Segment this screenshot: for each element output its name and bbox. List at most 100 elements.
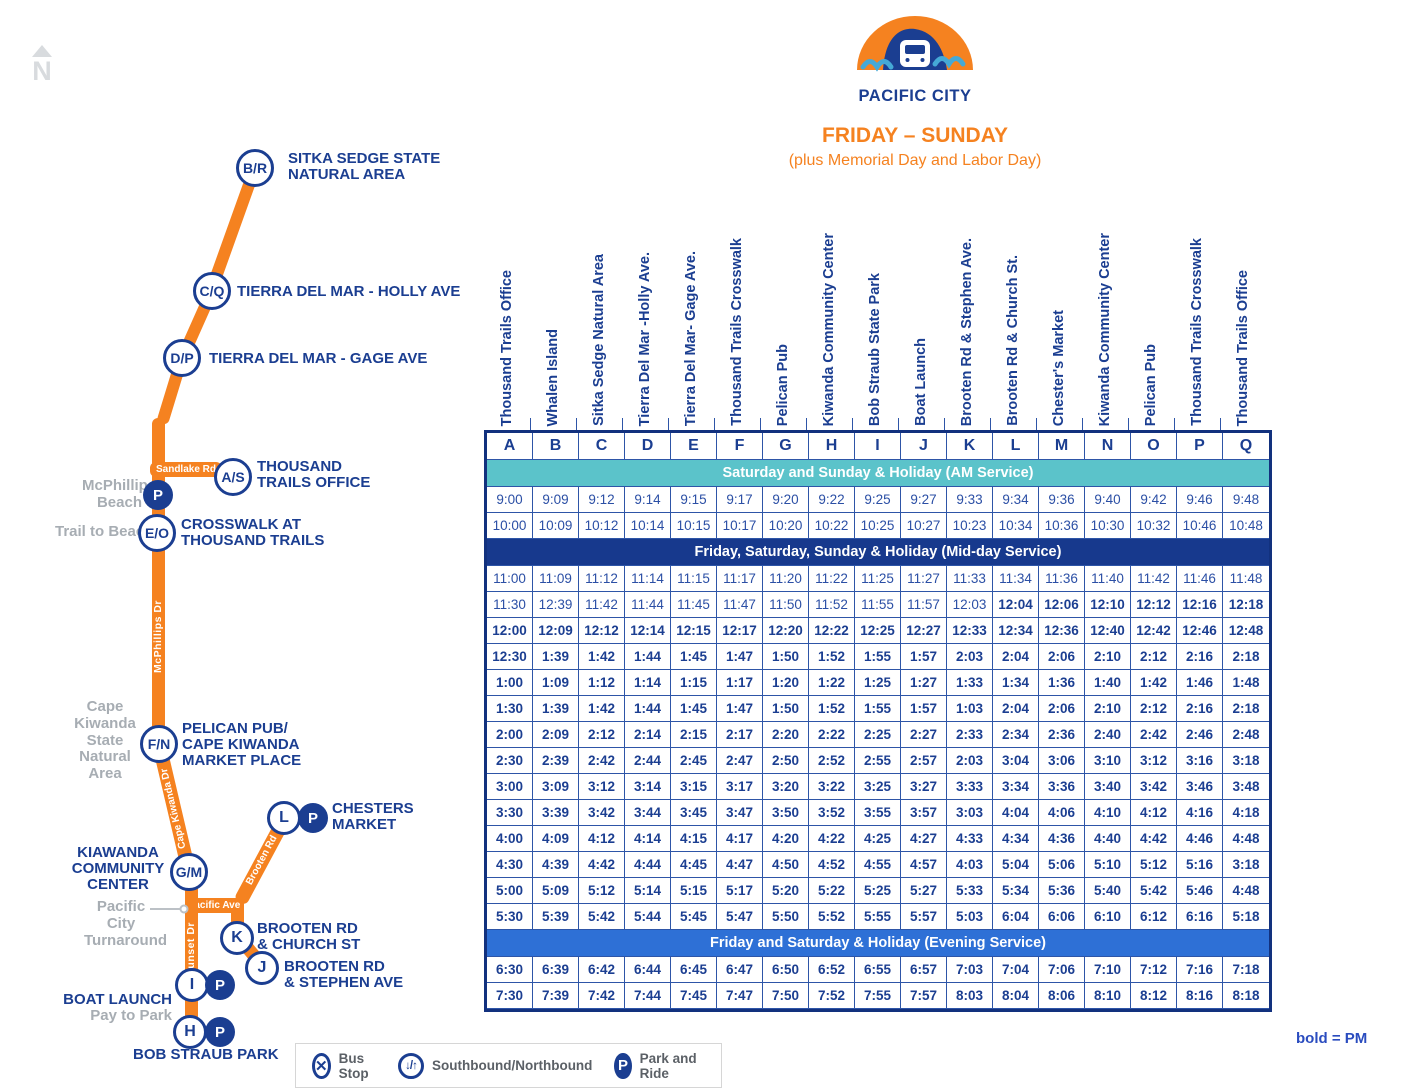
time-cell: 2:06 [1039,696,1085,722]
time-cell: 3:10 [1085,748,1131,774]
time-cell: 5:33 [947,878,993,904]
time-cell: 4:52 [809,852,855,878]
time-cell: 7:04 [993,957,1039,983]
time-cell: 3:48 [1223,774,1269,800]
time-cell: 4:16 [1177,800,1223,826]
time-cell: 9:34 [993,487,1039,513]
time-cell: 4:14 [625,826,671,852]
legend-direction: ↓/↑ Southbound/Northbound [397,1052,592,1079]
time-cell: 12:22 [809,618,855,644]
time-cell: 7:03 [947,957,993,983]
column-letter-l: L [993,433,1039,459]
time-cell: 2:18 [1223,696,1269,722]
column-header-h: Kiwanda Community Center [806,204,853,430]
time-cell: 7:06 [1039,957,1085,983]
time-cell: 3:44 [625,800,671,826]
time-cell: 2:27 [901,722,947,748]
stop-label-pelican-pub: PELICAN PUB/ CAPE KIWANDA MARKET PLACE [182,720,302,770]
time-cell: 9:48 [1223,487,1269,513]
time-cell: 1:00 [487,670,533,696]
time-cell: 10:48 [1223,513,1269,539]
column-letter-c: C [579,433,625,459]
time-cell: 4:42 [579,852,625,878]
time-cell: 1:39 [533,696,579,722]
park-letter: P [307,809,318,827]
map-legend: ✕ Bus Stop ↓/↑ Southbound/Northbound P P… [295,1043,722,1088]
time-cell: 3:55 [855,800,901,826]
column-letter-n: N [1085,433,1131,459]
time-cell: 3:47 [717,800,763,826]
time-cell: 2:14 [625,722,671,748]
time-cell: 1:14 [625,670,671,696]
stop-label-bob-straub: BOB STRAUB PARK [133,1046,279,1063]
time-cell: 7:18 [1223,957,1269,983]
time-cell: 5:06 [1039,852,1085,878]
time-cell: 2:47 [717,748,763,774]
time-cell: 2:33 [947,722,993,748]
time-cell: 7:44 [625,983,671,1009]
timetable-row: 11:00 11:09 11:12 11:14 11:15 11:17 11:20 11:22… [487,566,1269,592]
time-cell: 10:46 [1177,513,1223,539]
timetable-row: 2:00 2:09 2:12 2:14 2:15 2:17 2:20 2:22 2:25 2:27… [487,722,1269,748]
time-cell: 3:40 [1085,774,1131,800]
time-cell: 6:10 [1085,904,1131,930]
time-cell: 12:36 [1039,618,1085,644]
time-cell: 3:36 [1039,774,1085,800]
column-stop-name: Kiwanda Community Center [1097,232,1113,426]
park-letter: P [214,1023,225,1041]
time-cell: 2:48 [1223,722,1269,748]
service-days-title: FRIDAY – SUNDAY [822,124,1008,147]
bus-stop-label: Bus Stop [338,1050,369,1081]
time-cell: 5:00 [487,878,533,904]
time-cell: 1:47 [717,644,763,670]
time-cell: 10:22 [809,513,855,539]
time-cell: 2:16 [1177,644,1223,670]
column-letter-p: P [1177,433,1223,459]
timetable-row: 5:30 5:39 5:42 5:44 5:45 5:47 5:50 5:52 5:55 5:57… [487,904,1269,930]
stop-label-kiawanda: KIAWANDA COMMUNITY CENTER [71,844,165,894]
time-cell: 1:15 [671,670,717,696]
time-cell: 4:40 [1085,826,1131,852]
column-letter-g: G [763,433,809,459]
time-cell: 12:20 [763,618,809,644]
time-cell: 7:52 [809,983,855,1009]
column-header-k: Brooten Rd & Stephen Ave. [944,204,991,430]
time-cell: 3:09 [533,774,579,800]
time-cell: 3:18 [1223,748,1269,774]
time-cell: 3:14 [625,774,671,800]
time-cell: 6:30 [487,957,533,983]
time-cell: 11:30 [487,592,533,618]
time-cell: 2:52 [809,748,855,774]
time-cell: 5:47 [717,904,763,930]
time-cell: 5:15 [671,878,717,904]
stop-label-boat-launch: BOAT LAUNCH Pay to Park [62,976,172,1041]
time-cell: 6:52 [809,957,855,983]
column-letter-f: F [717,433,763,459]
time-cell: 3:25 [855,774,901,800]
column-header-j: Boat Launch [898,204,945,430]
timetable: Thousand Trails Office Whalen Island Sitka… [484,204,1272,1012]
timetable-row: 11:30 12:39 11:42 11:44 11:45 11:47 11:50 11:52… [487,592,1269,618]
time-cell: 12:25 [855,618,901,644]
time-cell: 11:40 [1085,566,1131,592]
map-stop-j: J [245,951,279,985]
time-cell: 2:42 [1131,722,1177,748]
time-cell: 4:33 [947,826,993,852]
time-cell: 10:36 [1039,513,1085,539]
pacific-city-logo-icon [857,16,973,72]
north-compass-icon: N [22,45,62,85]
stop-code: A/S [221,469,245,485]
logo-title: PACIFIC CITY [858,87,972,105]
time-cell: 1:25 [855,670,901,696]
time-cell: 4:39 [533,852,579,878]
time-cell: 12:42 [1131,618,1177,644]
column-letter-e: E [671,433,717,459]
time-cell: 1:47 [717,696,763,722]
time-cell: 2:12 [579,722,625,748]
time-cell: 3:12 [579,774,625,800]
time-cell: 11:55 [855,592,901,618]
time-cell: 1:55 [855,644,901,670]
map-stop-eo: E/O [138,514,176,552]
time-cell: 11:25 [855,566,901,592]
time-cell: 5:57 [901,904,947,930]
